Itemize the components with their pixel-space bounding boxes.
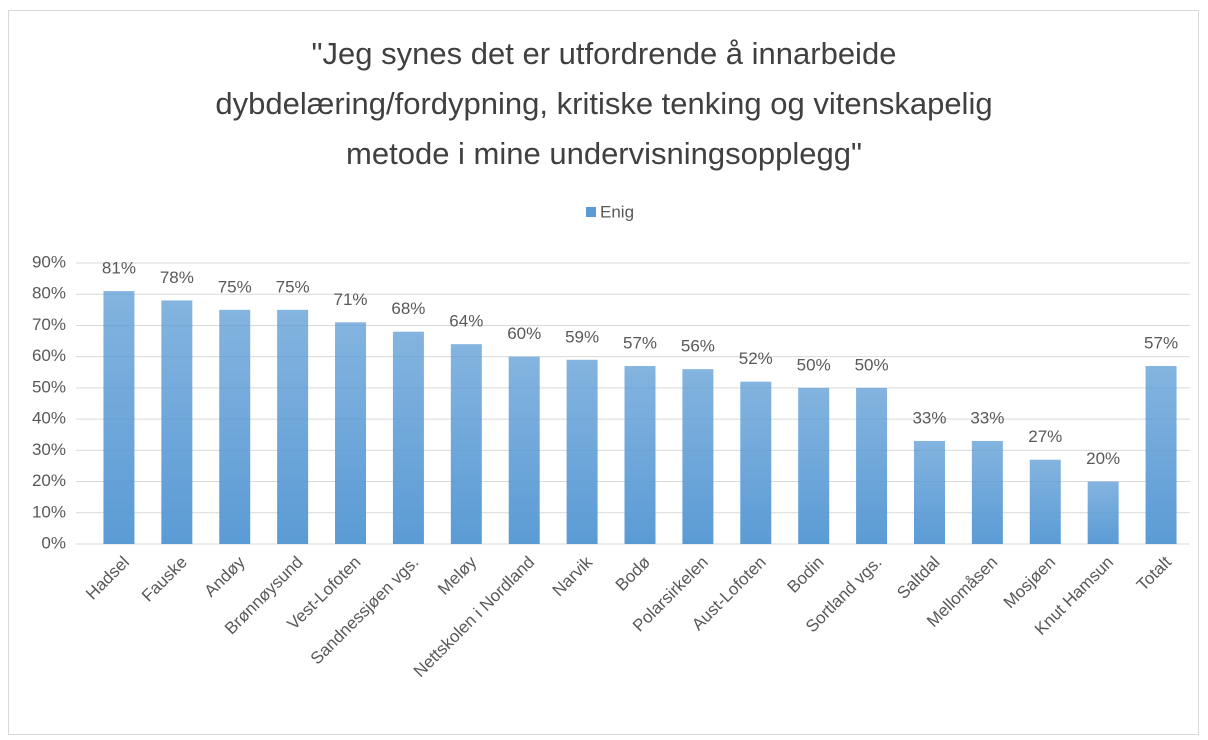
data-label: 64% — [449, 312, 483, 331]
data-label: 56% — [681, 337, 715, 356]
data-label: 60% — [507, 324, 541, 343]
bar — [161, 300, 193, 544]
data-label: 68% — [391, 299, 425, 318]
chart-title: "Jeg synes det er utfordrende å innarbei… — [312, 36, 897, 71]
chart-title: metode i mine undervisningsopplegg" — [346, 136, 862, 171]
bar — [1029, 459, 1061, 544]
y-tick-label: 50% — [32, 377, 66, 396]
y-tick-label: 70% — [32, 315, 66, 334]
bar — [682, 369, 714, 544]
data-label: 78% — [160, 268, 194, 287]
y-tick-label: 0% — [41, 533, 66, 552]
y-tick-label: 90% — [32, 252, 66, 271]
bar — [740, 381, 772, 544]
bar — [798, 387, 830, 544]
bar — [1087, 481, 1119, 544]
y-tick-label: 60% — [32, 346, 66, 365]
bar — [103, 291, 135, 544]
bar — [971, 440, 1003, 544]
data-label: 71% — [334, 290, 368, 309]
data-label: 57% — [1144, 334, 1178, 353]
bar — [508, 356, 540, 544]
y-tick-label: 20% — [32, 471, 66, 490]
data-label: 27% — [1028, 427, 1062, 446]
bar — [335, 322, 367, 544]
bar — [624, 366, 656, 544]
data-label: 75% — [276, 277, 310, 296]
legend-label: Enig — [600, 202, 634, 221]
bar — [219, 309, 251, 544]
bar — [566, 359, 598, 544]
y-tick-label: 30% — [32, 440, 66, 459]
data-label: 33% — [970, 408, 1004, 427]
bar — [450, 344, 482, 544]
data-label: 81% — [102, 259, 136, 278]
y-tick-label: 40% — [32, 409, 66, 428]
y-tick-label: 80% — [32, 284, 66, 303]
bar — [277, 309, 309, 544]
y-tick-label: 10% — [32, 502, 66, 521]
bar — [913, 440, 945, 544]
data-label: 20% — [1086, 449, 1120, 468]
legend-swatch — [586, 207, 596, 217]
data-label: 75% — [218, 277, 252, 296]
data-label: 59% — [565, 327, 599, 346]
data-label: 50% — [797, 355, 831, 374]
bar — [392, 331, 424, 544]
data-label: 33% — [912, 408, 946, 427]
chart-title: dybdelæring/fordypning, kritiske tenking… — [215, 86, 992, 121]
bar — [856, 387, 888, 544]
data-label: 52% — [739, 349, 773, 368]
data-label: 57% — [623, 334, 657, 353]
bar — [1145, 366, 1177, 544]
data-label: 50% — [855, 355, 889, 374]
chart-border — [8, 10, 1199, 735]
